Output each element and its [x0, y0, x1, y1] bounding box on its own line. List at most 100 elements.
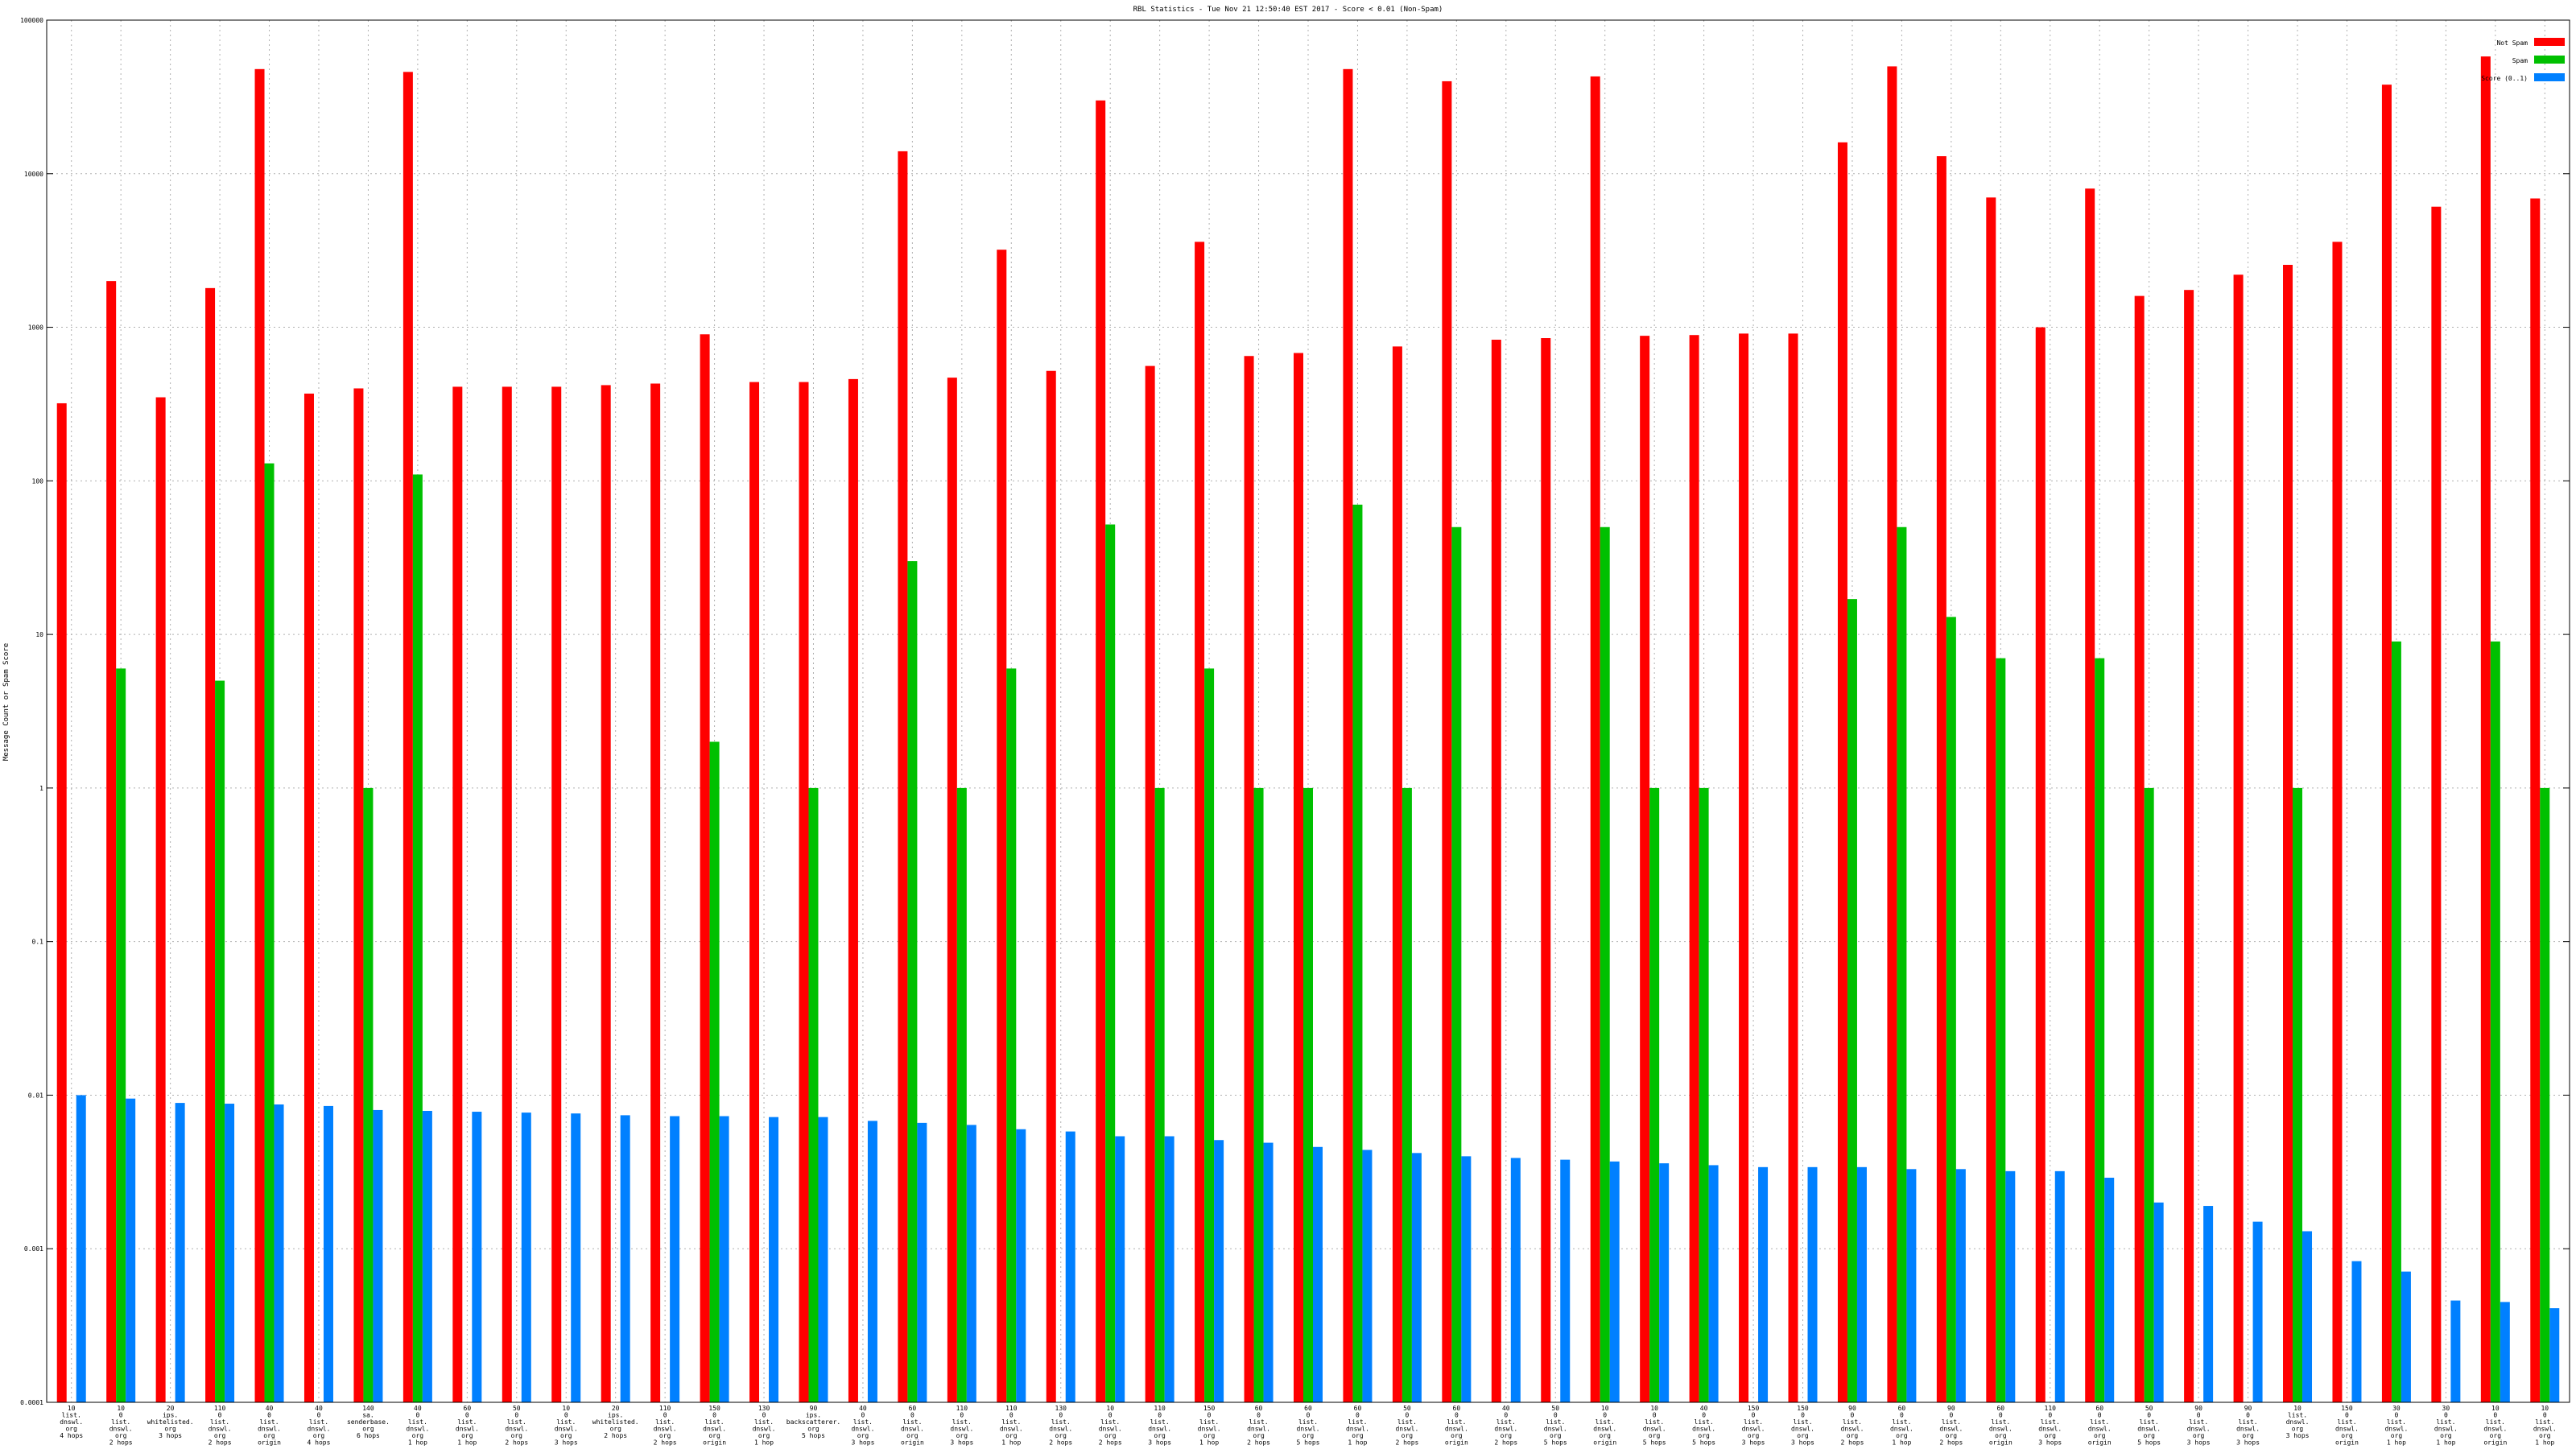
x-tick-label-line: list.: [1991, 1418, 2010, 1426]
x-tick-label-line: dnswl.: [505, 1426, 528, 1433]
x-tick-label-line: senderbase.: [347, 1418, 390, 1426]
x-tick-label-line: list.: [1892, 1418, 1911, 1426]
x-tick-label-line: dnswl.: [1198, 1426, 1221, 1433]
bar-not-spam: [2431, 206, 2442, 1403]
bar-score-0-1: [76, 1095, 86, 1402]
x-tick-label: 10 list. dnswl. org 4 hops: [60, 1405, 83, 1439]
bar-not-spam: [353, 388, 364, 1403]
x-tick-label-line: 0: [1307, 1412, 1311, 1419]
x-tick-label: 60 0 list. dnswl. org 1 hop: [1890, 1405, 1913, 1447]
x-tick-label-line: org: [2143, 1432, 2155, 1439]
x-tick-label-line: 0: [514, 1412, 518, 1419]
bar-not-spam: [106, 281, 117, 1402]
x-tick-label-line: list.: [2288, 1412, 2307, 1419]
x-tick-label-line: list.: [754, 1418, 774, 1426]
x-tick-label: 90 0 list. dnswl. org 3 hops: [2187, 1405, 2211, 1447]
x-tick-label-line: 20: [612, 1405, 620, 1412]
bar-not-spam: [452, 386, 463, 1403]
x-tick-label-line: 60: [2095, 1405, 2103, 1412]
x-tick-label-line: 0: [910, 1412, 914, 1419]
x-tick-label-line: list.: [1298, 1418, 1318, 1426]
bar-spam: [1451, 526, 1462, 1402]
x-tick-label-line: 0: [1257, 1412, 1261, 1419]
x-tick-label-line: 0: [1900, 1412, 1904, 1419]
x-tick-label-line: list.: [1150, 1418, 1170, 1426]
x-tick-label-line: 6 hops: [357, 1432, 380, 1439]
x-tick-label: 20 ips. whitelisted. org 3 hops: [147, 1405, 194, 1439]
x-tick-label: 10 0 list. dnswl. org 2 hops: [1099, 1405, 1122, 1447]
x-tick-label-line: ips.: [608, 1412, 623, 1419]
bar-not-spam: [1392, 346, 1402, 1402]
x-tick-label-line: 110: [659, 1405, 671, 1412]
bar-score-0-1: [670, 1116, 680, 1402]
x-tick-label-line: 5 hops: [1544, 1439, 1567, 1447]
bar-spam: [2144, 787, 2154, 1402]
x-tick-label-line: org: [1302, 1432, 1315, 1439]
bar-not-spam: [997, 250, 1007, 1402]
x-tick-label-line: 3 hops: [1148, 1439, 1171, 1447]
x-tick-label-line: 40: [1700, 1405, 1708, 1412]
x-tick-label-line: 60: [1304, 1405, 1312, 1412]
bar-spam: [264, 463, 275, 1402]
x-tick-label-line: dnswl.: [1395, 1426, 1418, 1433]
bar-spam: [2391, 641, 2401, 1402]
x-tick-label-line: dnswl.: [1544, 1426, 1567, 1433]
x-tick-label-line: 2 hops: [1049, 1439, 1072, 1447]
x-tick-label-line: list.: [952, 1418, 972, 1426]
bar-not-spam: [1096, 100, 1106, 1402]
x-tick-label-line: 0: [2543, 1412, 2547, 1419]
x-tick-label-line: org: [1154, 1432, 1166, 1439]
bar-score-0-1: [620, 1115, 630, 1402]
x-tick-label-line: 150: [1748, 1405, 1760, 1412]
x-tick-label: 90 0 list. dnswl. org 2 hops: [1841, 1405, 1864, 1447]
x-tick-label-line: list.: [1100, 1418, 1120, 1426]
x-tick-label-line: 0: [1801, 1412, 1805, 1419]
x-tick-label-line: dnswl.: [406, 1426, 429, 1433]
x-tick-label-line: 5 hops: [1643, 1439, 1666, 1447]
x-tick-label-line: 1 hop: [2436, 1439, 2455, 1447]
x-tick-label-line: 0: [1999, 1412, 2003, 1419]
x-tick-label-line: org: [1946, 1432, 1958, 1439]
bar-spam: [709, 741, 720, 1402]
x-tick-label-line: 30: [2442, 1405, 2450, 1412]
x-tick-label-line: 5 hops: [2137, 1439, 2161, 1447]
x-tick-label-line: org: [2539, 1432, 2551, 1439]
x-tick-label: 130 0 list. dnswl. org 2 hops: [1049, 1405, 1072, 1447]
bar-not-spam: [700, 334, 710, 1403]
x-tick-label-line: org: [758, 1432, 770, 1439]
x-tick-label-line: list.: [2337, 1418, 2356, 1426]
x-tick-label-line: list.: [1793, 1418, 1812, 1426]
bar-spam: [2540, 787, 2550, 1402]
y-tick-label: 0.0001: [20, 1399, 43, 1406]
bar-score-0-1: [1560, 1159, 1571, 1402]
x-tick-label-line: 110: [1154, 1405, 1166, 1412]
x-tick-label-line: dnswl.: [2335, 1426, 2359, 1433]
x-tick-label-line: dnswl.: [1494, 1426, 1517, 1433]
bar-not-spam: [601, 385, 611, 1403]
bar-not-spam: [254, 68, 265, 1402]
x-tick-label-line: dnswl.: [753, 1426, 776, 1433]
x-tick-label: 10 0 list. dnswl. org origin: [1593, 1405, 1616, 1447]
x-tick-label-line: 3 hops: [2236, 1439, 2260, 1447]
x-tick-label-line: dnswl.: [2137, 1426, 2161, 1433]
x-tick-label-line: org: [1253, 1432, 1265, 1439]
x-tick-label-line: 0: [2493, 1412, 2497, 1419]
bar-score-0-1: [769, 1117, 779, 1402]
y-tick-label: 0.001: [24, 1245, 43, 1253]
x-tick-label-line: org: [214, 1432, 226, 1439]
x-tick-label-line: 30: [2392, 1405, 2401, 1412]
bar-spam: [1253, 787, 1264, 1402]
x-tick-label-line: list.: [902, 1418, 922, 1426]
bar-score-0-1: [175, 1103, 185, 1402]
x-tick-label-line: 60: [1255, 1405, 1263, 1412]
y-tick-label: 100: [32, 477, 44, 485]
x-tick-label-line: org: [412, 1432, 424, 1439]
bar-not-spam: [551, 386, 562, 1403]
x-tick-label-line: dnswl.: [1841, 1426, 1864, 1433]
x-tick-label-line: dnswl.: [1791, 1426, 1814, 1433]
x-tick-label-line: org: [1352, 1432, 1364, 1439]
x-tick-label-line: 110: [1005, 1405, 1018, 1412]
bar-not-spam: [1442, 80, 1452, 1403]
x-tick-label-line: dnswl.: [1000, 1426, 1023, 1433]
x-tick-label-line: 3 hops: [851, 1439, 874, 1447]
